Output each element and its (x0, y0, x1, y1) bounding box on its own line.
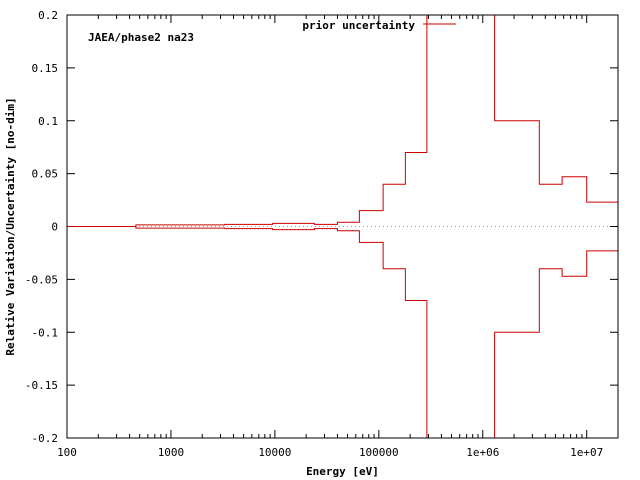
y-tick-label: 0.15 (32, 62, 59, 75)
y-tick-label: -0.1 (32, 326, 59, 339)
y-axis-label: Relative Variation/Uncertainty [no-dim] (4, 97, 17, 355)
x-tick-label: 1e+07 (570, 446, 603, 459)
x-tick-label: 100000 (359, 446, 399, 459)
plot-frame (66, 14, 619, 439)
x-tick-label: 100 (57, 446, 77, 459)
chart-annotation: JAEA/phase2 na23 (88, 31, 194, 44)
y-tick-label: 0.1 (38, 115, 58, 128)
series-prior-uncertainty (67, 15, 618, 438)
series-layer (67, 15, 618, 438)
x-tick-label: 1000 (158, 446, 185, 459)
x-axis-label: Energy [eV] (306, 465, 379, 478)
legend: prior uncertainty (302, 19, 456, 32)
y-tick-label: -0.2 (32, 432, 59, 445)
series-upper-step (67, 15, 618, 227)
y-tick-label: 0.05 (32, 168, 59, 181)
axis-ticks (66, 14, 618, 439)
y-tick-label: 0 (51, 221, 58, 234)
x-tick-label: 1e+06 (466, 446, 499, 459)
y-tick-label: -0.05 (25, 273, 58, 286)
y-tick-label: -0.15 (25, 379, 58, 392)
y-tick-label: 0.2 (38, 9, 58, 22)
x-tick-label: 10000 (258, 446, 291, 459)
legend-label: prior uncertainty (302, 19, 415, 32)
tick-labels: -0.2 -0.15 -0.1 -0.05 0 0.05 0.1 0.15 0.2 100 1000… (25, 9, 603, 459)
series-lower-step (67, 226, 618, 438)
